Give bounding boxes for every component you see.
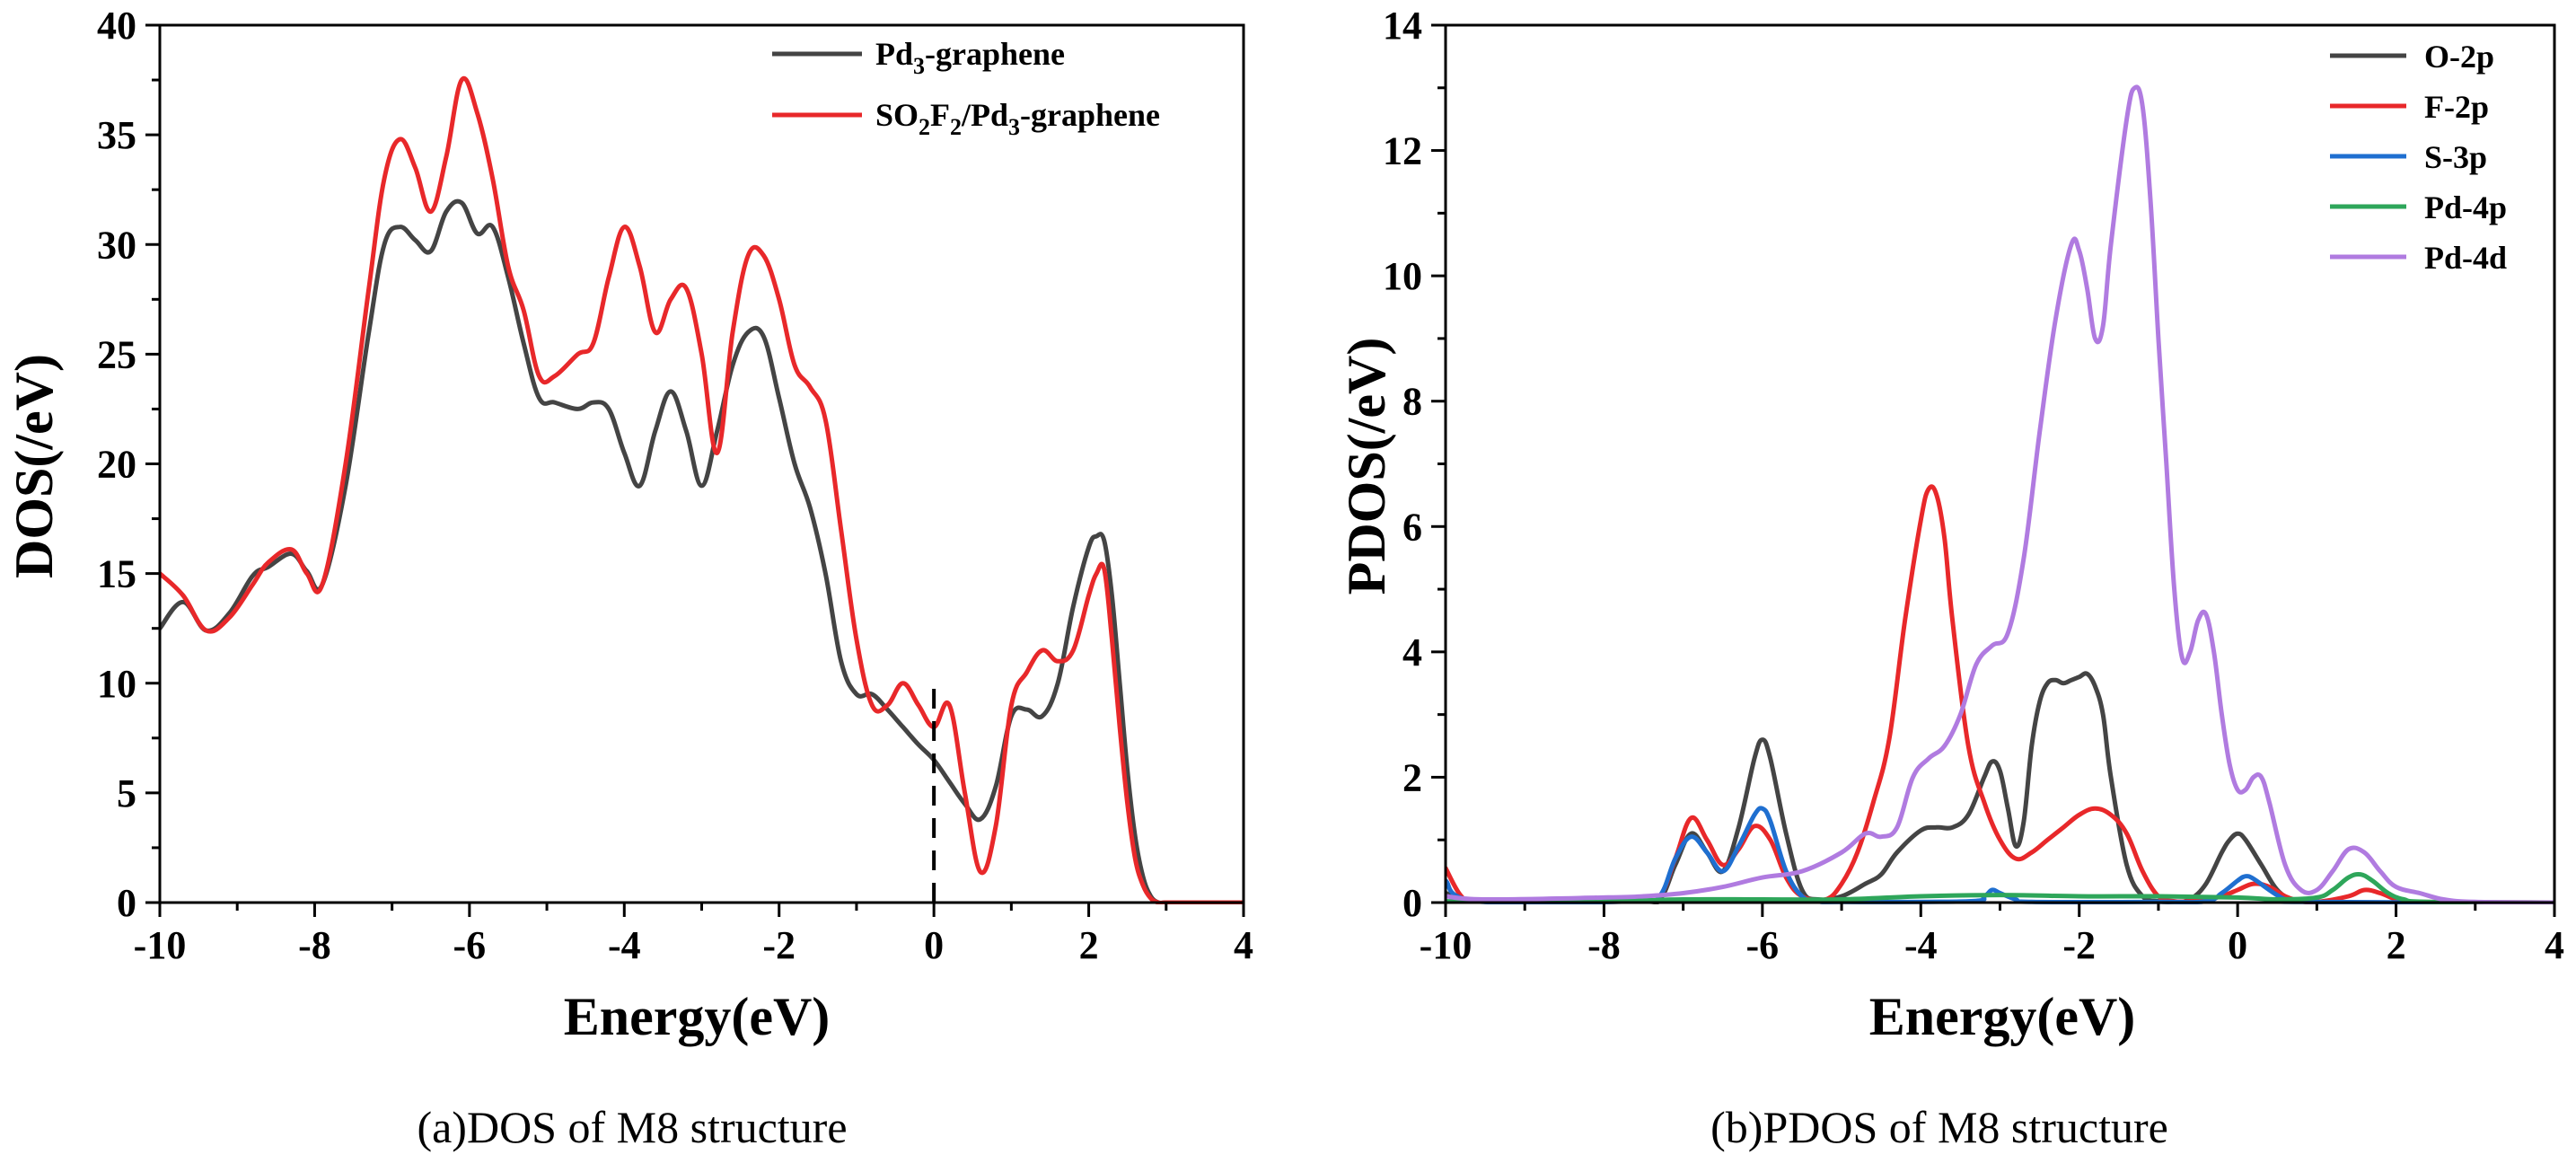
panel-a-ytick-label: 35 xyxy=(97,113,136,157)
panel-a-series-so2f2-pd3-graphene xyxy=(160,75,1244,904)
panel-b-xlabel: Energy(eV) xyxy=(1869,987,2136,1046)
panel-b-ytick-label: 6 xyxy=(1402,505,1422,549)
panel-a-ylabel: DOS(/eV) xyxy=(4,354,64,578)
panel-b-ytick-label: 12 xyxy=(1383,129,1422,173)
panel-b-ytick-label: 8 xyxy=(1402,380,1422,424)
panel-b-ytick-label: 4 xyxy=(1402,630,1422,674)
panel-b-ytick-label: 2 xyxy=(1402,755,1422,799)
panel-b-xtick-label: 4 xyxy=(2545,923,2564,967)
panel-a-xtick-label: 0 xyxy=(924,923,944,967)
panel-b-series-o-2p xyxy=(1446,671,2554,904)
panel-b-ytick-label: 0 xyxy=(1402,881,1422,925)
panel-a-xtick-label: -6 xyxy=(453,923,487,967)
panel-a-ytick-label: 40 xyxy=(97,4,136,48)
panel-b-xtick-label: -6 xyxy=(1746,923,1780,967)
panel-b-xtick-label: -10 xyxy=(1420,923,1473,967)
panel-b-caption: (b)PDOS of M8 structure xyxy=(1710,1102,2168,1152)
panel-a-ytick-label: 15 xyxy=(97,552,136,596)
panel-b-series-group xyxy=(1446,84,2554,904)
panel-b-xtick-label: -2 xyxy=(2062,923,2096,967)
panel-a-ytick-label: 5 xyxy=(117,771,136,815)
panel-b-pdos: (b)PDOS of M8 structure Energy(eV) PDOS(… xyxy=(1337,4,2564,1152)
panel-a-ytick-label: 10 xyxy=(97,662,136,706)
legend-label-f-2p: F-2p xyxy=(2424,89,2489,125)
legend-label-so2f2-pd3-graphene: SO2F2/Pd3-graphene xyxy=(875,97,1160,140)
legend-label-pd3-graphene: Pd3-graphene xyxy=(875,36,1065,79)
legend-label-pd-4d: Pd-4d xyxy=(2424,240,2507,276)
panel-b-series-pd-4d xyxy=(1446,84,2554,904)
panel-b-ylabel: PDOS(/eV) xyxy=(1337,338,1396,595)
panel-a-xtick-label: -2 xyxy=(762,923,796,967)
panel-a-caption: (a)DOS of M8 structure xyxy=(417,1102,847,1152)
panel-a-ytick-label: 25 xyxy=(97,332,136,376)
panel-a-series-group xyxy=(160,75,1244,904)
panel-b-series-pd-4p xyxy=(1446,871,2554,904)
panel-a-xtick-label: -8 xyxy=(298,923,331,967)
legend-label-pd-4p: Pd-4p xyxy=(2424,189,2507,225)
panel-a-xtick-label: -10 xyxy=(134,923,187,967)
panel-b-xtick-label: 2 xyxy=(2387,923,2406,967)
panel-a-xlabel: Energy(eV) xyxy=(564,987,831,1046)
panel-a-ytick-label: 0 xyxy=(117,881,136,925)
panel-a-axes-frame xyxy=(158,23,1245,904)
panel-b-xtick-label: 0 xyxy=(2228,923,2247,967)
panel-a-xtick-label: 2 xyxy=(1079,923,1099,967)
panel-a-series-pd3-graphene xyxy=(160,198,1244,904)
panel-a-xtick-label: -4 xyxy=(608,923,641,967)
panel-b-series-s-3p xyxy=(1446,806,2554,904)
panel-b-xtick-label: -4 xyxy=(1904,923,1938,967)
panel-b-ytick-label: 10 xyxy=(1383,254,1422,298)
panel-a-xtick-label: 4 xyxy=(1234,923,1253,967)
panel-a-dos: (a)DOS of M8 structure Energy(eV) DOS(/e… xyxy=(4,4,1253,1152)
panel-b-series-f-2p xyxy=(1446,484,2554,904)
panel-a-legend: Pd3-graphene SO2F2/Pd3-graphene xyxy=(772,36,1160,140)
panel-b-ytick-label: 14 xyxy=(1383,4,1422,48)
panel-a-ytick-label: 20 xyxy=(97,443,136,487)
panel-a-ytick-label: 30 xyxy=(97,223,136,267)
panel-b-legend: O-2p F-2p S-3p Pd-4p Pd-4d xyxy=(2330,39,2507,276)
legend-label-s-3p: S-3p xyxy=(2424,139,2487,175)
legend-label-o-2p: O-2p xyxy=(2424,39,2494,75)
panel-b-xtick-label: -8 xyxy=(1587,923,1621,967)
